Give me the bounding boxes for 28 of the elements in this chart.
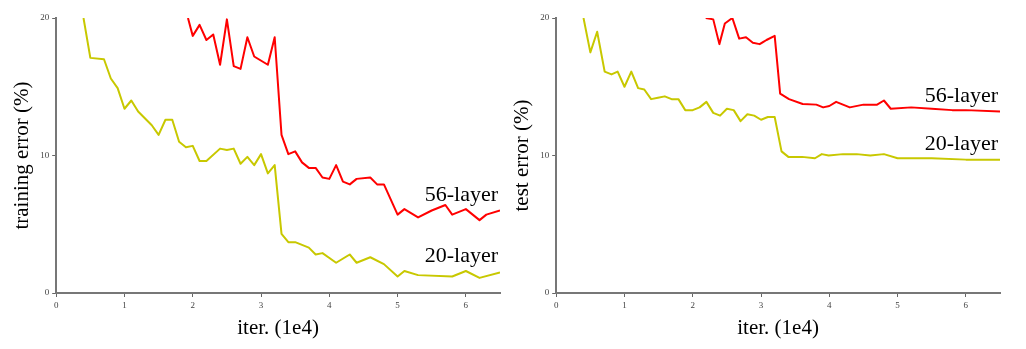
y-axis-title: test error (%)	[509, 99, 534, 212]
x-tick-label: 0	[553, 299, 559, 310]
y-axis-title: training error (%)	[9, 81, 34, 230]
y-tick-label: 10	[40, 149, 50, 160]
y-tick-label: 20	[40, 12, 50, 23]
x-tick-label: 5	[395, 299, 401, 310]
x-tick-label: 2	[190, 299, 195, 310]
y-tick-label: 20	[540, 12, 550, 23]
y-tick-label: 10	[540, 149, 550, 160]
x-tick-label: 5	[895, 299, 901, 310]
series-label: 20-layer	[924, 129, 999, 155]
x-tick-label: 2	[690, 299, 695, 310]
x-tick-label: 1	[622, 299, 627, 310]
series-label: 56-layer	[924, 81, 999, 107]
x-tick-label: 4	[327, 299, 333, 310]
x-tick-label: 3	[258, 299, 264, 310]
x-axis-title: iter. (1e4)	[737, 314, 819, 339]
y-tick-label: 0	[544, 287, 550, 298]
x-tick-label: 6	[463, 299, 469, 310]
x-tick-label: 6	[963, 299, 969, 310]
y-tick-label: 0	[44, 287, 50, 298]
x-tick-label: 0	[53, 299, 59, 310]
x-axis-title: iter. (1e4)	[237, 314, 319, 339]
x-tick-label: 4	[827, 299, 833, 310]
series-label: 20-layer	[424, 242, 499, 268]
series-label: 56-layer	[424, 180, 499, 206]
x-tick-label: 3	[758, 299, 764, 310]
x-tick-label: 1	[122, 299, 127, 310]
